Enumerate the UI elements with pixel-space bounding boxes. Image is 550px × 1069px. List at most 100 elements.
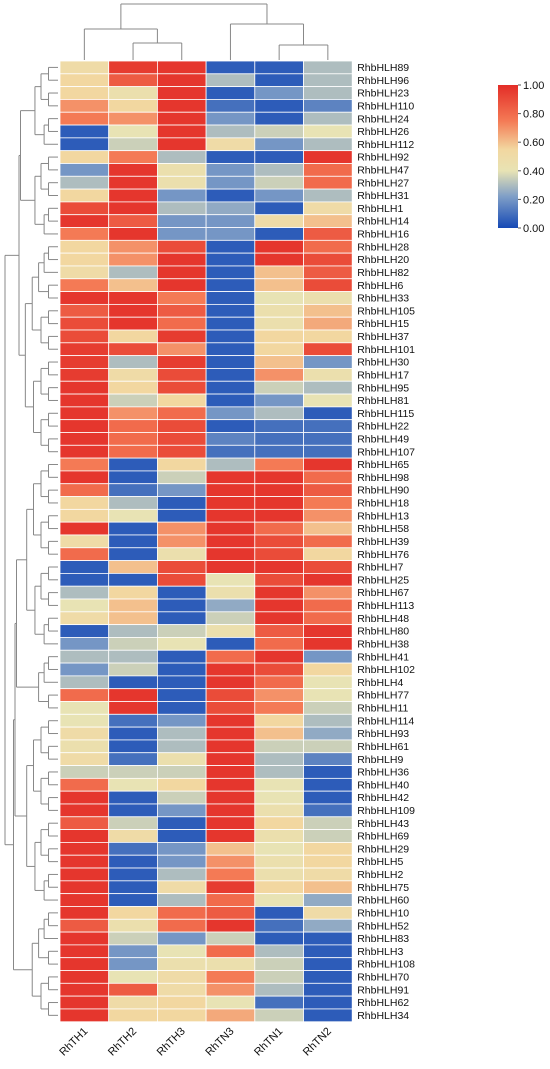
heatmap-cell [254, 790, 304, 805]
heatmap-cell [156, 470, 207, 485]
heatmap-cell [59, 624, 110, 638]
heatmap-cell [156, 508, 207, 523]
heatmap-cell [303, 752, 353, 766]
heatmap-cell [303, 547, 353, 561]
heatmap-cell [254, 598, 304, 613]
heatmap-cell [108, 188, 158, 203]
heatmap-cell [59, 662, 110, 677]
heatmap-cell [303, 124, 353, 139]
heatmap-cell [59, 86, 110, 100]
heatmap-cell [303, 701, 353, 715]
heatmap-cell [254, 713, 304, 728]
heatmap-cell [205, 547, 256, 561]
heatmap-cell [156, 291, 207, 305]
heatmap-cell [59, 970, 110, 984]
heatmap-cell [254, 457, 304, 472]
heatmap-cell [254, 483, 304, 497]
row-label: RhbHLH76 [357, 549, 409, 561]
heatmap-cell [59, 227, 110, 241]
row-label: RhbHLH65 [357, 459, 409, 471]
heatmap-cell [59, 752, 110, 766]
heatmap-cell [205, 624, 256, 638]
heatmap-cell [303, 265, 353, 280]
heatmap-cell [59, 765, 110, 779]
heatmap-cell [156, 368, 207, 382]
heatmap-cell [254, 278, 304, 292]
row-label: RhbHLH83 [357, 933, 409, 945]
heatmap-cell [108, 867, 158, 882]
row-label: RhbHLH10 [357, 907, 409, 919]
heatmap-cell [303, 867, 353, 882]
heatmap-cell [205, 368, 256, 382]
row-label: RhbHLH108 [357, 959, 415, 971]
heatmap-cell [205, 970, 256, 984]
row-label: RhbHLH91 [357, 984, 409, 996]
heatmap-cell [156, 99, 207, 113]
heatmap-cell [156, 406, 207, 421]
heatmap-cell [254, 970, 304, 984]
heatmap-cell [156, 598, 207, 613]
heatmap-cell [108, 560, 158, 574]
heatmap-cell [205, 893, 256, 907]
heatmap-cell [156, 662, 207, 677]
heatmap-cell [254, 585, 304, 600]
heatmap-cell [254, 99, 304, 113]
heatmap-cell [156, 1008, 207, 1023]
heatmap-cell [303, 675, 353, 690]
heatmap-cell [254, 470, 304, 485]
heatmap-cell [59, 252, 110, 267]
heatmap-cell [59, 150, 110, 164]
heatmap-cell [303, 726, 353, 741]
heatmap-cell [108, 124, 158, 139]
heatmap-cell [108, 675, 158, 690]
heatmap-cell [108, 252, 158, 267]
row-label: RhbHLH75 [357, 882, 409, 894]
heatmap-cell [108, 406, 158, 421]
heatmap-cell [205, 534, 256, 549]
row-label: RhbHLH15 [357, 318, 409, 330]
heatmap-cell [254, 124, 304, 139]
heatmap-cell [59, 73, 110, 88]
heatmap-cell [254, 944, 304, 959]
heatmap-cell [205, 201, 256, 216]
row-label: RhbHLH41 [357, 651, 409, 663]
heatmap-cell [156, 124, 207, 139]
heatmap-cell [108, 214, 158, 228]
heatmap-cell [108, 611, 158, 626]
heatmap-cell [59, 1008, 110, 1023]
heatmap-cell [303, 585, 353, 600]
heatmap-cell [254, 803, 304, 818]
heatmap-cell [156, 624, 207, 638]
heatmap-cell [254, 163, 304, 177]
heatmap-cell [59, 316, 110, 331]
row-label: RhbHLH37 [357, 331, 409, 343]
heatmap-cell [254, 368, 304, 382]
heatmap-cell [205, 355, 256, 369]
heatmap-cell [156, 816, 207, 830]
heatmap-cell [108, 444, 158, 459]
heatmap-cell [156, 175, 207, 190]
heatmap-cell [205, 432, 256, 446]
heatmap-cell [156, 419, 207, 433]
heatmap-cell [59, 163, 110, 177]
row-label: RhbHLH105 [357, 305, 415, 317]
row-label: RhbHLH5 [357, 856, 403, 868]
heatmap-cell [156, 752, 207, 766]
column-dendrogram [83, 3, 329, 60]
heatmap-cell [59, 342, 110, 357]
heatmap-cell [303, 406, 353, 421]
heatmap-cell [254, 393, 304, 408]
heatmap-cell [254, 432, 304, 446]
heatmap-cell [108, 496, 158, 510]
heatmap-cell [205, 265, 256, 280]
heatmap-cell [59, 188, 110, 203]
row-label: RhbHLH77 [357, 690, 409, 702]
heatmap-cell [254, 880, 304, 895]
row-label: RhbHLH34 [357, 1010, 409, 1022]
heatmap-cell [254, 867, 304, 882]
heatmap-cell [254, 291, 304, 305]
row-label: RhbHLH7 [357, 562, 403, 574]
row-label: RhbHLH29 [357, 843, 409, 855]
heatmap-cell [108, 73, 158, 88]
row-label: RhbHLH69 [357, 831, 409, 843]
